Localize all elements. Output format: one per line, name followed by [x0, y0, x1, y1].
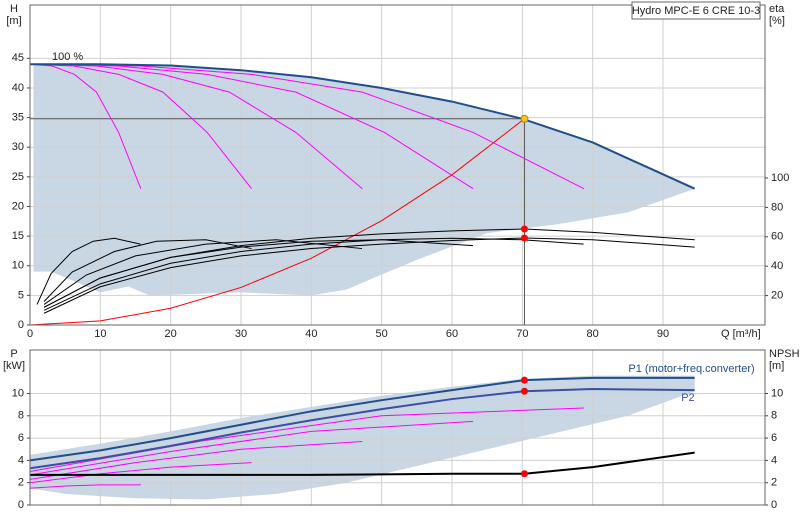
title-box — [631, 1, 761, 20]
y-tick-label: 5 — [18, 289, 24, 301]
x-tick-label: 90 — [657, 328, 669, 340]
curve — [43, 228, 695, 308]
plot-frame — [29, 349, 766, 506]
y-tick-label: 15 — [12, 230, 24, 242]
x-axis-label: Q [m³/h] — [721, 328, 761, 340]
y-tick-label: 0 — [18, 499, 24, 511]
chart-title: Hydro MPC-E 6 CRE 10-3 — [632, 5, 760, 17]
y-tick-label: 2 — [18, 477, 24, 489]
y2-tick-label: 60 — [771, 231, 783, 243]
duty-point — [520, 387, 528, 395]
y-tick-label: 45 — [12, 52, 24, 64]
plot-frame — [29, 4, 766, 326]
x-tick-label: 30 — [235, 328, 247, 340]
curve — [29, 376, 695, 462]
curve — [29, 420, 474, 476]
y2-axis-label: NPSH — [769, 348, 800, 360]
annotation: 100 % — [52, 51, 83, 63]
y2-tick-label: 10 — [771, 387, 783, 399]
y2-tick-label: 40 — [771, 260, 783, 272]
curve — [29, 118, 525, 326]
y-tick-label: 20 — [12, 200, 24, 212]
y2-tick-label: 8 — [771, 410, 777, 422]
y2-tick-label: 6 — [771, 432, 777, 444]
curve — [29, 462, 252, 484]
x-tick-label: 70 — [516, 328, 528, 340]
y-axis-label: [kW] — [3, 360, 25, 372]
curve — [29, 440, 363, 480]
curve-label: P1 (motor+freq.converter) — [628, 363, 754, 375]
x-tick-label: 80 — [587, 328, 599, 340]
curve — [29, 63, 142, 189]
x-tick-label: 20 — [165, 328, 177, 340]
y2-tick-label: 100 — [771, 172, 789, 184]
y-tick-label: 4 — [18, 454, 24, 466]
y-tick-label: 0 — [18, 319, 24, 331]
curve — [29, 388, 695, 470]
x-tick-label: 0 — [27, 328, 33, 340]
x-tick-label: 60 — [446, 328, 458, 340]
y2-tick-label: 4 — [771, 454, 777, 466]
y2-axis-label: [m] — [769, 360, 784, 372]
duty-point — [520, 470, 528, 478]
y-axis-label: H — [10, 3, 18, 15]
y2-tick-label: 80 — [771, 201, 783, 213]
y-axis-label: P — [10, 348, 17, 360]
curve — [43, 237, 695, 314]
y2-axis-label: [%] — [769, 15, 785, 27]
y-tick-label: 25 — [12, 171, 24, 183]
x-tick-label: 40 — [305, 328, 317, 340]
y-tick-label: 35 — [12, 111, 24, 123]
curve — [43, 239, 252, 302]
curve — [43, 239, 363, 305]
y2-tick-label: 0 — [771, 499, 777, 511]
curve — [36, 237, 141, 305]
y2-tick-label: 20 — [771, 290, 783, 302]
curve — [29, 484, 141, 489]
y-tick-label: 10 — [12, 260, 24, 272]
duty-point — [520, 234, 528, 242]
y-tick-label: 40 — [12, 82, 24, 94]
x-tick-label: 10 — [94, 328, 106, 340]
curve-label: P2 — [681, 392, 694, 404]
operating-area — [30, 375, 695, 500]
curve — [30, 63, 696, 190]
y-axis-label: [m] — [6, 15, 21, 27]
y2-axis-label: eta — [769, 3, 785, 15]
y-tick-label: 6 — [18, 432, 24, 444]
y-tick-label: 8 — [18, 410, 24, 422]
duty-point — [520, 114, 529, 123]
y-tick-label: 10 — [12, 387, 24, 399]
curve — [29, 63, 585, 190]
duty-point — [520, 225, 528, 233]
y2-tick-label: 2 — [771, 477, 777, 489]
curve — [30, 451, 695, 476]
duty-point — [520, 376, 528, 384]
x-tick-label: 50 — [376, 328, 388, 340]
y-tick-label: 30 — [12, 141, 24, 153]
